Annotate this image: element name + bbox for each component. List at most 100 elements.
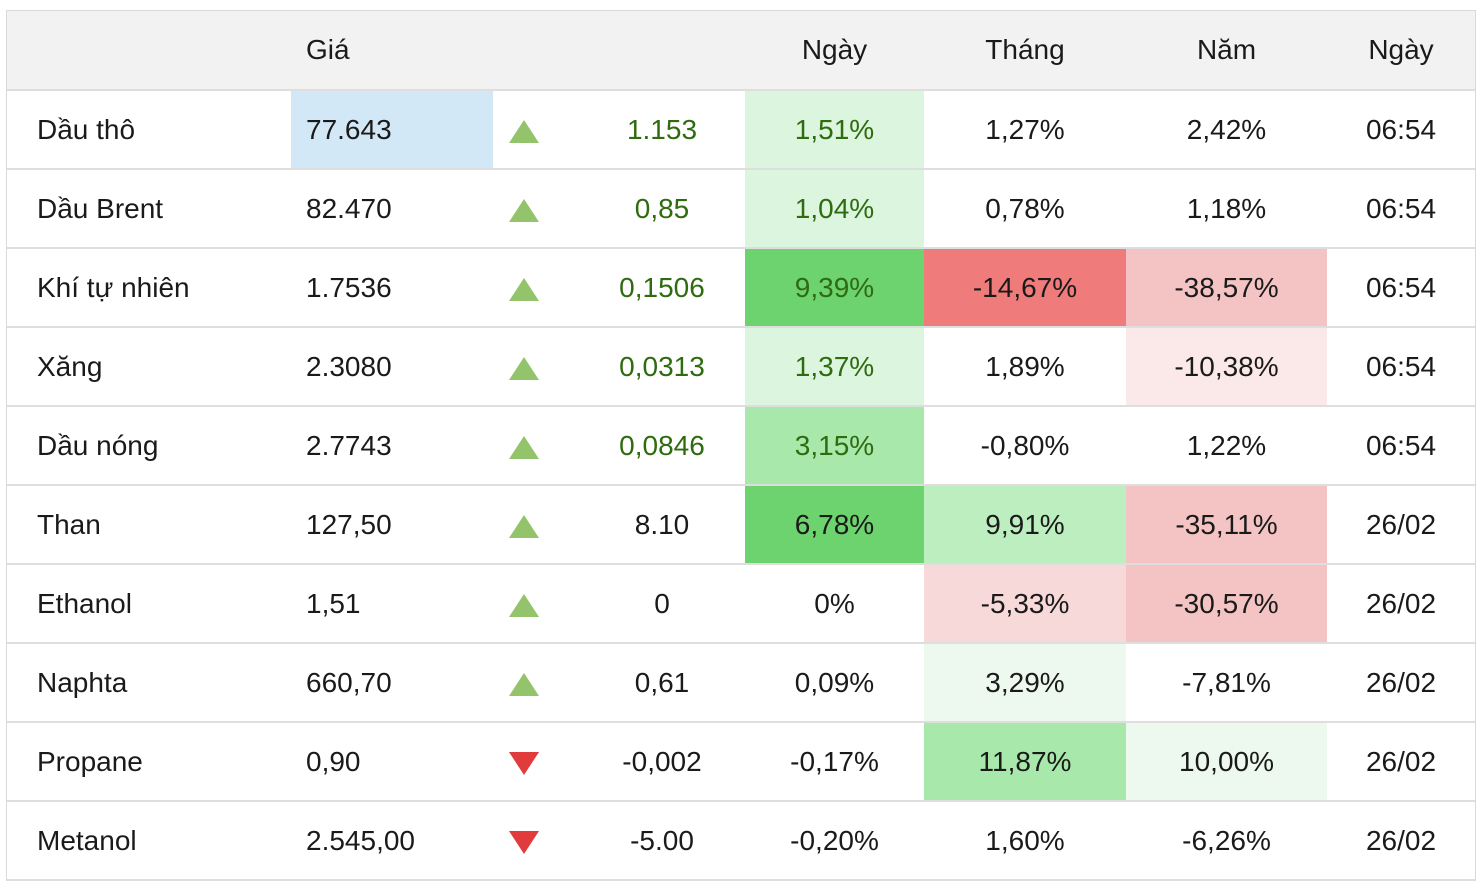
table-row[interactable]: Than 127,50 8.10 6,78% 9,91% -35,11% 26/02: [7, 485, 1475, 564]
commodities-table: Giá Ngày Tháng Năm Ngày Dầu thô 77.643 1.1…: [7, 11, 1475, 881]
month-percent-cell: 1,60%: [985, 824, 1065, 856]
table-row[interactable]: Khí tự nhiên 1.7536 0,1506 9,39% -14,67% -38,…: [7, 248, 1475, 327]
day-percent-cell: 3,15%: [745, 406, 924, 485]
time-cell: 06:54: [1365, 113, 1437, 145]
year-percent-cell: -35,11%: [1126, 485, 1327, 564]
month-percent-cell: -14,67%: [924, 248, 1126, 327]
price-cell: 2.7743: [306, 429, 392, 461]
header-day[interactable]: Ngày: [801, 34, 868, 65]
price-cell: 1,51: [306, 587, 361, 619]
header-name: [7, 11, 291, 90]
time-cell: 06:54: [1365, 192, 1437, 224]
table-row[interactable]: Naphta 660,70 0,61 0,09% 3,29% -7,81% 26/02: [7, 643, 1475, 722]
time-cell: 06:54: [1365, 271, 1437, 303]
year-percent-cell: -10,38%: [1126, 327, 1327, 406]
table-row[interactable]: Ethanol 1,51 0 0% -5,33% -30,57% 26/02: [7, 564, 1475, 643]
header-arrow: [493, 11, 579, 90]
commodity-name[interactable]: Propane: [37, 745, 143, 777]
change-cell: 0,0313: [619, 350, 705, 382]
direction-cell: [493, 327, 579, 406]
change-cell: 0,1506: [619, 271, 705, 303]
day-percent-cell: -0,20%: [790, 824, 879, 856]
change-cell: -5.00: [630, 824, 694, 856]
header-year[interactable]: Năm: [1196, 34, 1257, 65]
table-header: Giá Ngày Tháng Năm Ngày: [7, 11, 1475, 90]
commodity-name[interactable]: Naphta: [37, 666, 128, 698]
day-percent-cell: 1,37%: [745, 327, 924, 406]
price-cell: 660,70: [306, 666, 392, 698]
year-percent-cell: -7,81%: [1182, 666, 1271, 698]
table-row[interactable]: Propane 0,90 -0,002 -0,17% 11,87% 10,00% 26/02: [7, 722, 1475, 801]
day-percent-cell: 1,51%: [745, 90, 924, 169]
month-percent-cell: 1,27%: [985, 113, 1065, 145]
year-percent-cell: -30,57%: [1126, 564, 1327, 643]
year-percent-cell: 2,42%: [1186, 113, 1267, 145]
arrow-up-icon: [509, 672, 539, 696]
arrow-up-icon: [509, 198, 539, 222]
price-cell: 82.470: [306, 192, 392, 224]
table-row[interactable]: Dầu nóng 2.7743 0,0846 3,15% -0,80% 1,22% 06:5…: [7, 406, 1475, 485]
price-cell: 0,90: [306, 745, 361, 777]
arrow-down-icon: [509, 751, 539, 775]
month-percent-cell: 3,29%: [924, 643, 1126, 722]
time-cell: 26/02: [1365, 745, 1437, 777]
arrow-up-icon: [509, 593, 539, 617]
time-cell: 26/02: [1365, 824, 1437, 856]
header-time[interactable]: Ngày: [1368, 34, 1434, 65]
header-month[interactable]: Tháng: [985, 34, 1065, 65]
commodity-name[interactable]: Khí tự nhiên: [37, 271, 190, 303]
change-cell: 0,0846: [619, 429, 705, 461]
arrow-up-icon: [509, 356, 539, 380]
change-cell: -0,002: [622, 745, 702, 777]
commodity-name[interactable]: Ethanol: [37, 587, 132, 619]
price-cell: 1.7536: [306, 271, 392, 303]
year-percent-cell: -6,26%: [1182, 824, 1271, 856]
month-percent-cell: 11,87%: [924, 722, 1126, 801]
header-price[interactable]: Giá: [306, 34, 350, 65]
table-row[interactable]: Xăng 2.3080 0,0313 1,37% 1,89% -10,38% 06:54: [7, 327, 1475, 406]
change-cell: 0,85: [634, 192, 690, 224]
day-percent-cell: 0%: [814, 587, 855, 619]
day-percent-cell: -0,17%: [790, 745, 879, 777]
table-row[interactable]: Dầu Brent 82.470 0,85 1,04% 0,78% 1,18% 06:54: [7, 169, 1475, 248]
year-percent-cell: 10,00%: [1126, 722, 1327, 801]
year-percent-cell: 1,18%: [1186, 192, 1267, 224]
time-cell: 06:54: [1365, 350, 1437, 382]
time-cell: 26/02: [1365, 508, 1437, 540]
table-body: Dầu thô 77.643 1.153 1,51% 1,27% 2,42% 06:54 Dầ…: [7, 90, 1475, 880]
direction-cell: [493, 801, 579, 880]
commodity-name[interactable]: Xăng: [37, 350, 103, 382]
direction-cell: [493, 169, 579, 248]
arrow-up-icon: [509, 435, 539, 459]
table-row[interactable]: Metanol 2.545,00 -5.00 -0,20% 1,60% -6,26% 26/…: [7, 801, 1475, 880]
change-cell: 0,61: [634, 666, 690, 698]
arrow-down-icon: [509, 830, 539, 854]
commodity-name[interactable]: Dầu Brent: [37, 192, 164, 224]
month-percent-cell: -5,33%: [924, 564, 1126, 643]
price-cell: 77.643: [291, 90, 493, 169]
commodity-name[interactable]: Metanol: [37, 824, 137, 856]
day-percent-cell: 0,09%: [794, 666, 875, 698]
direction-cell: [493, 722, 579, 801]
direction-cell: [493, 485, 579, 564]
direction-cell: [493, 564, 579, 643]
commodity-name[interactable]: Dầu nóng: [37, 429, 159, 461]
change-cell: 8.10: [634, 508, 690, 540]
direction-cell: [493, 90, 579, 169]
direction-cell: [493, 643, 579, 722]
direction-cell: [493, 406, 579, 485]
arrow-up-icon: [509, 514, 539, 538]
table-row[interactable]: Dầu thô 77.643 1.153 1,51% 1,27% 2,42% 06:54: [7, 90, 1475, 169]
year-percent-cell: -38,57%: [1126, 248, 1327, 327]
month-percent-cell: -0,80%: [980, 429, 1070, 461]
year-percent-cell: 1,22%: [1186, 429, 1267, 461]
day-percent-cell: 9,39%: [745, 248, 924, 327]
header-change: [579, 11, 745, 90]
commodity-name[interactable]: Than: [37, 508, 101, 540]
time-cell: 26/02: [1365, 587, 1437, 619]
change-cell: 1.153: [626, 113, 698, 145]
header-row: Giá Ngày Tháng Năm Ngày: [7, 11, 1475, 90]
commodity-name[interactable]: Dầu thô: [37, 113, 136, 145]
change-cell: 0: [654, 587, 670, 619]
day-percent-cell: 6,78%: [745, 485, 924, 564]
